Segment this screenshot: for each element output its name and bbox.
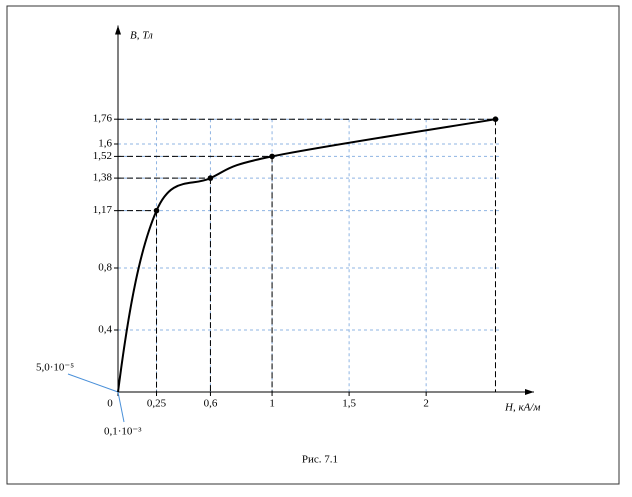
x-axis-label: H, кА/м xyxy=(504,402,540,414)
point xyxy=(269,153,275,160)
point xyxy=(153,207,160,214)
y-tick-label: 0,8 xyxy=(98,262,112,274)
annotation: 0,1·10⁻³ xyxy=(104,426,142,438)
y-axis-arrow xyxy=(115,25,121,35)
x-tick-label: 0 xyxy=(107,398,113,410)
annotation-line xyxy=(67,373,119,393)
y-axis-label: B, Тл xyxy=(130,30,153,42)
chart-title: Рис. 7.1 xyxy=(302,454,338,466)
x-tick-label: 2 xyxy=(423,398,429,410)
x-tick-label: 1,5 xyxy=(342,398,356,410)
y-tick-label: 1,52 xyxy=(93,150,112,162)
annotation: 5,0·10⁻⁵ xyxy=(36,362,74,374)
point xyxy=(207,175,214,181)
annotation-line xyxy=(117,391,125,423)
x-tick-label: 0,25 xyxy=(147,398,167,410)
y-tick-label: 0,4 xyxy=(98,324,112,336)
x-tick-label: 1 xyxy=(269,398,275,410)
x-axis-arrow xyxy=(525,389,534,395)
y-tick-label: 1,17 xyxy=(93,204,113,216)
x-tick-label: 0,6 xyxy=(204,398,218,410)
frame xyxy=(6,5,620,485)
y-tick-label: 1,38 xyxy=(93,172,113,184)
y-tick-label: 1,6 xyxy=(98,138,112,150)
point xyxy=(492,116,499,122)
line xyxy=(117,118,496,393)
y-tick-label: 1,76 xyxy=(93,113,113,125)
